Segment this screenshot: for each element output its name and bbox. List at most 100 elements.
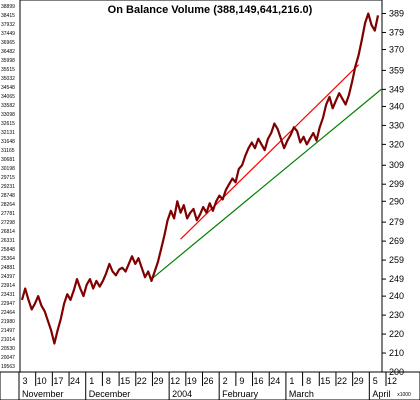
- x-tick-label: 8: [106, 376, 111, 386]
- left-scale-label: 31165: [1, 148, 15, 154]
- left-scale-label: 24397: [1, 274, 15, 280]
- x-tick-label: 5: [373, 376, 378, 386]
- left-scale-label: 29231: [1, 184, 15, 190]
- left-scale-label: 25848: [1, 247, 15, 253]
- y-tick-label: 330: [389, 120, 404, 130]
- left-scale-label: 31648: [1, 139, 15, 145]
- x-tick-label: 2: [223, 376, 228, 386]
- x-tick-label: 15: [120, 376, 130, 386]
- month-label: April: [372, 389, 390, 399]
- month-label: February: [222, 389, 259, 399]
- x-axis-ticks: 3 10 17 24 1 8 15 22 29 12 19 26 2 9 16 24 1 8 15 22 29 5 12: [18, 372, 397, 386]
- left-scale-label: 27298: [1, 220, 15, 226]
- left-scale-label: 23914: [1, 283, 15, 289]
- left-scale-label: 22947: [1, 301, 15, 307]
- x-tick-label: 15: [320, 376, 330, 386]
- y-tick-label: 290: [389, 196, 404, 206]
- left-scale-label: 22464: [1, 310, 15, 316]
- y-tick-label: 279: [389, 217, 404, 227]
- x-tick-label: 19: [187, 376, 197, 386]
- left-scale-label: 29715: [1, 175, 15, 181]
- month-label: November: [22, 389, 64, 399]
- left-scale-label: 33098: [1, 112, 15, 118]
- left-scale-label: 38415: [1, 13, 15, 19]
- y-tick-label: 269: [389, 236, 404, 246]
- left-scale-label: 20530: [1, 346, 15, 352]
- y-tick-label: 259: [389, 255, 404, 265]
- x-tick-label: 22: [137, 376, 147, 386]
- left-scale-label: 21980: [1, 319, 15, 325]
- left-scale-label: 28264: [1, 202, 15, 208]
- left-scale-label: 32131: [1, 130, 15, 136]
- y-tick-label: 320: [389, 139, 404, 149]
- left-scale-label: 35032: [1, 76, 15, 82]
- left-scale-label: 37932: [1, 22, 15, 28]
- chart-title: On Balance Volume (388,149,641,216.0): [108, 4, 313, 16]
- plot-frame: [19, 0, 383, 373]
- obv-series-line: [20, 12, 380, 345]
- y-tick-label: 249: [389, 274, 404, 284]
- right-scale: 200 210 220 230 240 249 259 269 279 290 299 309 320 3…: [382, 8, 404, 377]
- left-scale-label: 26814: [1, 229, 15, 235]
- left-scale-label: 35998: [1, 58, 15, 64]
- left-scale-label: 36482: [1, 49, 15, 55]
- trendline: [180, 64, 360, 240]
- left-scale-label: 27781: [1, 211, 15, 217]
- x-tick-label: 24: [70, 376, 80, 386]
- bottom-axis-frame: [0, 371, 420, 400]
- x-tick-label: 24: [270, 376, 280, 386]
- y-unit-label: x1000: [397, 392, 411, 398]
- month-label: March: [289, 389, 314, 399]
- y-tick-label: 220: [389, 329, 404, 339]
- left-scale-label: 30198: [1, 166, 15, 172]
- left-scale-label: 26331: [1, 238, 15, 244]
- x-tick-label: 17: [53, 376, 63, 386]
- y-tick-label: 389: [389, 8, 404, 18]
- x-tick-label: 10: [37, 376, 47, 386]
- y-tick-label: 200: [389, 367, 404, 377]
- left-scale-label: 25364: [1, 256, 15, 262]
- trendlines: [151, 64, 382, 280]
- x-tick-label: 12: [170, 376, 180, 386]
- y-tick-label: 359: [389, 65, 404, 75]
- x-tick-label: 22: [337, 376, 347, 386]
- left-scale-label: 38899: [1, 4, 15, 10]
- y-tick-label: 240: [389, 291, 404, 301]
- x-tick-label: 26: [203, 376, 213, 386]
- x-tick-label: 1: [89, 376, 94, 386]
- left-scale-label: 37449: [1, 31, 15, 37]
- y-tick-label: 340: [389, 101, 404, 111]
- x-tick-label: 29: [354, 376, 364, 386]
- x-tick-label: 3: [22, 376, 27, 386]
- y-tick-label: 299: [389, 179, 404, 189]
- left-scale-label: 33582: [1, 103, 15, 109]
- left-scale-label: 36965: [1, 40, 15, 46]
- y-tick-label: 349: [389, 84, 404, 94]
- x-tick-label: 9: [239, 376, 244, 386]
- y-tick-label: 379: [389, 27, 404, 37]
- left-scale: 38899 38415 37932 37449 36965 36482 35998 35515…: [1, 4, 15, 370]
- left-scale-label: 19563: [1, 364, 15, 370]
- x-tick-label: 29: [153, 376, 163, 386]
- x-tick-label: 8: [306, 376, 311, 386]
- left-scale-label: 28748: [1, 193, 15, 199]
- left-scale-label: 35515: [1, 67, 15, 73]
- left-scale-label: 34548: [1, 85, 15, 91]
- left-scale-label: 21497: [1, 328, 15, 334]
- left-scale-label: 34065: [1, 94, 15, 100]
- y-tick-label: 230: [389, 310, 404, 320]
- y-tick-label: 370: [389, 45, 404, 55]
- y-tick-label: 210: [389, 348, 404, 358]
- month-label: December: [89, 389, 131, 399]
- left-scale-label: 21014: [1, 337, 15, 343]
- month-label: 2004: [172, 389, 192, 399]
- left-scale-label: 20047: [1, 355, 15, 361]
- left-scale-label: 32615: [1, 121, 15, 127]
- left-scale-label: 24881: [1, 265, 15, 271]
- trendline: [151, 88, 382, 280]
- x-tick-label: 1: [289, 376, 294, 386]
- y-tick-label: 309: [389, 160, 404, 170]
- x-axis-months: November December 2004 February March April: [18, 386, 390, 400]
- left-scale-label: 30681: [1, 157, 15, 163]
